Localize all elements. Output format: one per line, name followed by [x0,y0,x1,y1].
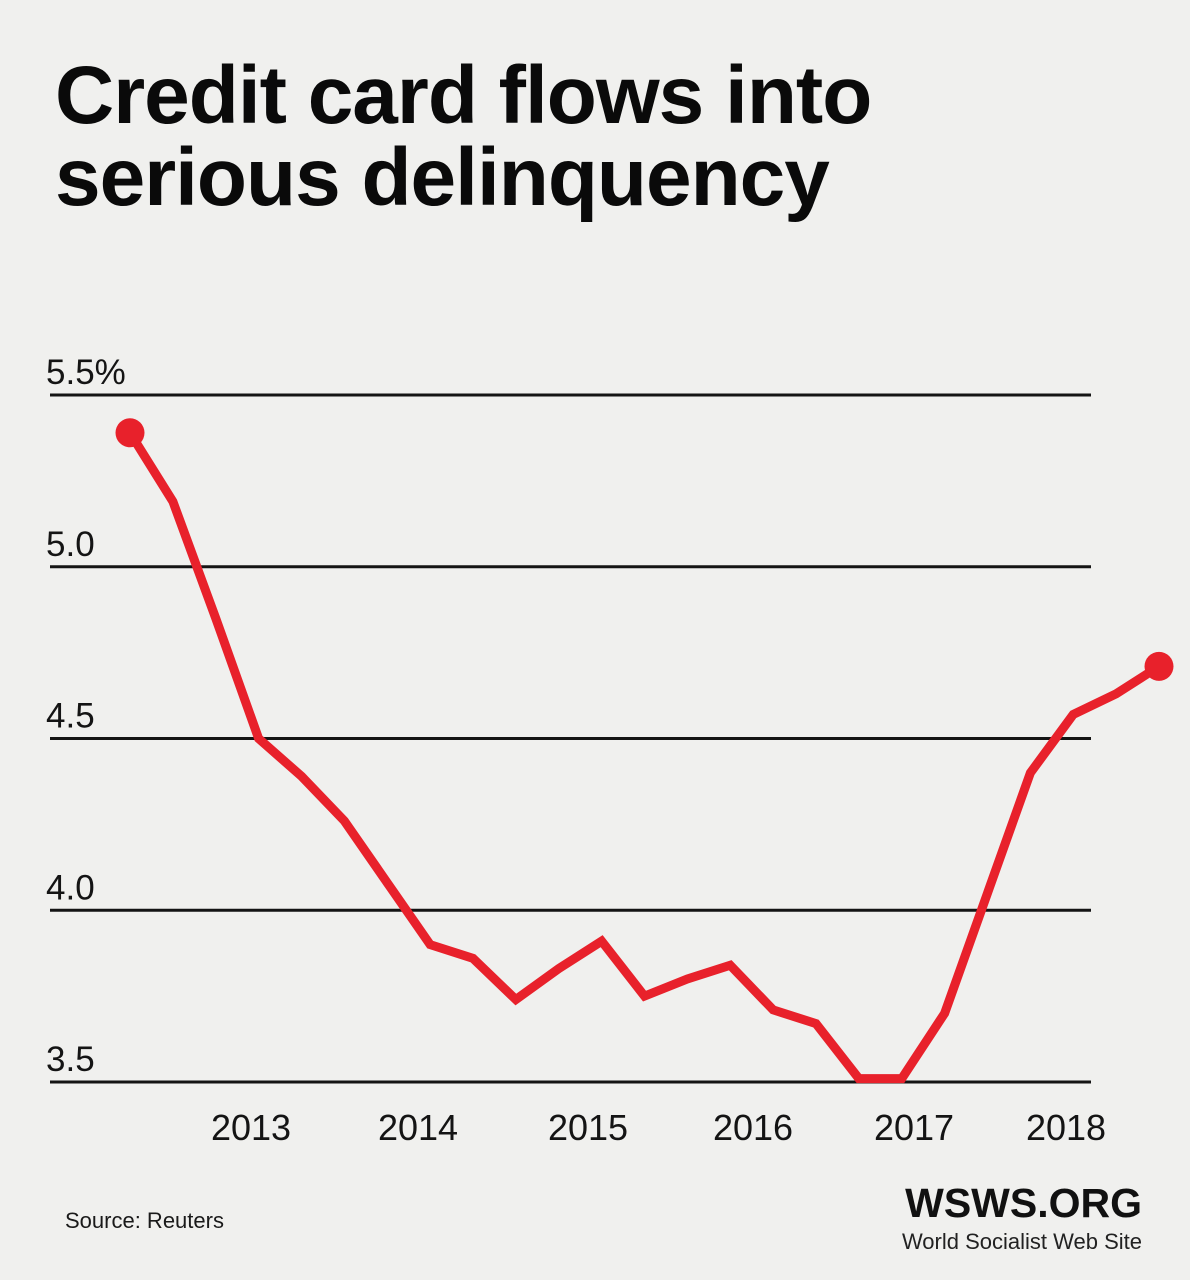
x-tick-label: 2018 [1026,1107,1106,1148]
y-tick-label: 4.5 [46,697,95,736]
y-tick-label: 4.0 [46,868,95,907]
series-line [126,430,1162,1084]
source-credit: Source: Reuters [65,1208,224,1233]
x-tick-label: 2015 [548,1107,628,1148]
wsws-logo-sub: World Socialist Web Site [901,1229,1142,1254]
x-tick-label: 2016 [713,1107,793,1148]
x-tick-label: 2017 [874,1107,954,1148]
x-tick-label: 2013 [211,1107,291,1148]
y-tick-label: 5.0 [46,525,95,564]
chart-title: Credit card flows into serious delinquenc… [55,55,872,219]
start-point-marker [115,418,145,448]
y-tick-label: 5.5% [46,353,126,392]
chart-title-line-1: Credit card flows into [55,50,872,141]
end-point-marker [1144,651,1174,681]
x-tick-label: 2014 [378,1107,458,1148]
wsws-logo-main: WSWS.ORG [905,1180,1142,1226]
wsws-logo: WSWS.ORG World Socialist Web Site [902,1182,1142,1256]
chart-title-line-2: serious delinquency [55,132,830,223]
y-tick-label: 3.5 [46,1040,95,1079]
